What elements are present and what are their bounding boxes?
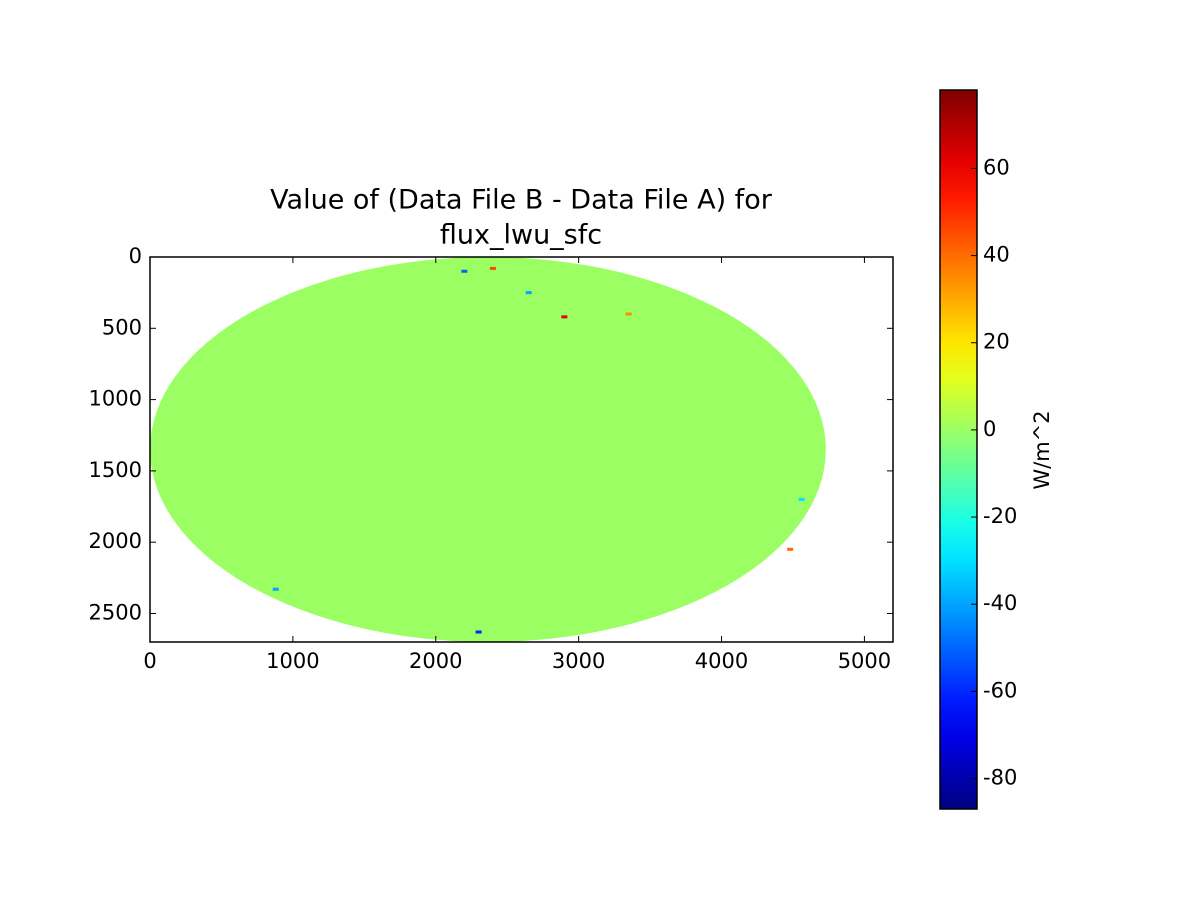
- anomaly-cell: [787, 547, 794, 551]
- colorbar-tick-label: -40: [983, 591, 1017, 615]
- x-tick-label: 1000: [266, 649, 319, 673]
- x-tick-label: 3000: [552, 649, 605, 673]
- x-tick-label: 5000: [838, 649, 891, 673]
- colorbar-label: W/m^2: [1030, 410, 1054, 489]
- y-tick-label: 0: [129, 244, 142, 268]
- x-tick-label: 0: [143, 649, 156, 673]
- data-disk: [150, 257, 826, 642]
- colorbar-tick-label: 60: [983, 155, 1010, 179]
- axes-frame: [149, 256, 894, 643]
- anomaly-cell: [625, 312, 632, 316]
- colorbar-tick-label: -60: [983, 678, 1017, 702]
- x-tick-label: 2000: [409, 649, 462, 673]
- y-tick-label: 2500: [89, 600, 142, 624]
- y-tick-label: 1000: [89, 387, 142, 411]
- colorbar: [939, 89, 978, 810]
- anomaly-cell: [475, 630, 482, 634]
- chart-title: Value of (Data File B - Data File A) for: [270, 185, 773, 216]
- colorbar-tick-label: 40: [983, 243, 1010, 267]
- anomaly-cell: [525, 291, 532, 295]
- y-tick-label: 500: [102, 315, 142, 339]
- colorbar-tick-label: 0: [983, 417, 996, 441]
- anomaly-cell: [489, 266, 496, 270]
- x-tick-label: 4000: [695, 649, 748, 673]
- anomaly-cell: [798, 497, 805, 501]
- colorbar-tick-label: -20: [983, 504, 1017, 528]
- y-tick-label: 1500: [89, 458, 142, 482]
- colorbar-tick-label: 20: [983, 330, 1010, 354]
- colorbar-tick-label: -80: [983, 765, 1017, 789]
- plot-area: [150, 257, 826, 642]
- anomaly-cell: [561, 315, 568, 319]
- anomaly-cell: [461, 269, 468, 273]
- y-tick-label: 2000: [89, 529, 142, 553]
- chart-title: flux_lwu_sfc: [440, 220, 602, 251]
- anomaly-cell: [272, 587, 279, 591]
